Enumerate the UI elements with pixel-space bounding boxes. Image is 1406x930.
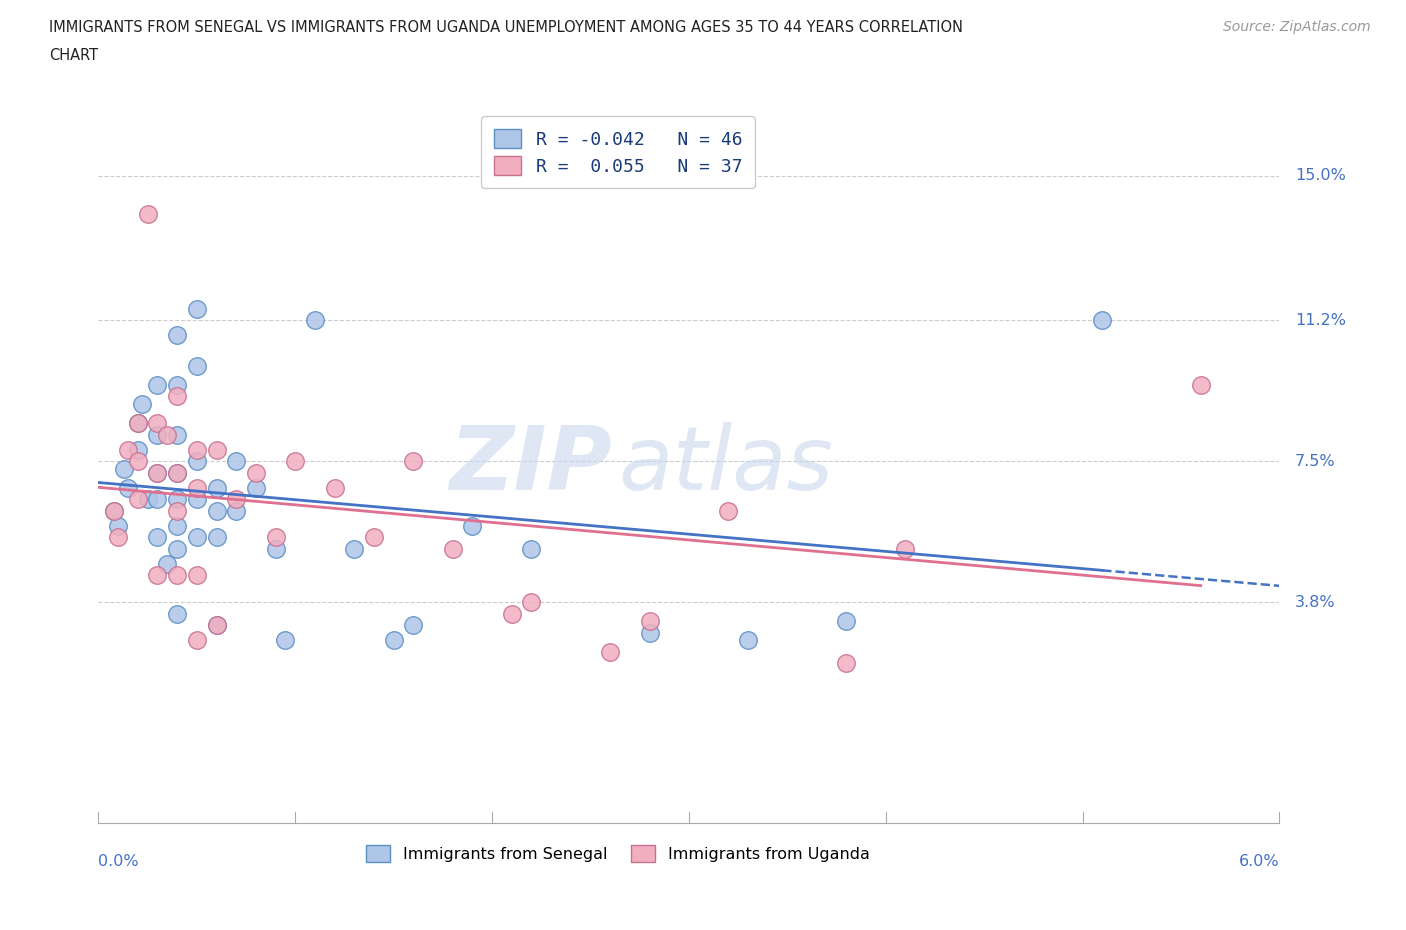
Point (146, 416, 169, 431)
Point (156, 427, 179, 442)
Point (146, 568, 169, 583)
Text: 7.5%: 7.5% (1295, 454, 1336, 469)
Point (274, 632, 297, 647)
Point (186, 443, 208, 458)
Point (225, 503, 247, 518)
Point (717, 503, 740, 518)
Point (166, 328, 188, 343)
Point (835, 614, 858, 629)
Point (402, 618, 425, 632)
Point (186, 481, 208, 496)
Point (166, 568, 188, 583)
Point (264, 530, 287, 545)
Point (166, 465, 188, 480)
Point (186, 530, 208, 545)
Point (166, 427, 188, 442)
Point (205, 481, 228, 496)
Point (166, 541, 188, 556)
Point (156, 556, 179, 571)
Point (166, 519, 188, 534)
Text: 0.0%: 0.0% (98, 854, 139, 869)
Point (186, 568, 208, 583)
Point (127, 416, 149, 431)
Point (146, 530, 169, 545)
Point (1091, 312, 1114, 327)
Point (245, 465, 267, 480)
Text: 6.0%: 6.0% (1239, 854, 1279, 869)
Point (501, 606, 523, 621)
Point (186, 301, 208, 316)
Point (131, 396, 153, 411)
Point (117, 443, 139, 458)
Point (186, 359, 208, 374)
Point (520, 541, 543, 556)
Point (146, 427, 169, 442)
Point (520, 594, 543, 609)
Point (127, 443, 149, 458)
Point (205, 530, 228, 545)
Point (146, 492, 169, 507)
Point (146, 378, 169, 392)
Point (304, 312, 326, 327)
Point (461, 519, 484, 534)
Point (205, 618, 228, 632)
Point (112, 461, 135, 476)
Text: IMMIGRANTS FROM SENEGAL VS IMMIGRANTS FROM UGANDA UNEMPLOYMENT AMONG AGES 35 TO : IMMIGRANTS FROM SENEGAL VS IMMIGRANTS FR… (49, 20, 963, 35)
Point (245, 481, 267, 496)
Text: ZIP: ZIP (450, 421, 612, 509)
Point (441, 541, 464, 556)
Text: Source: ZipAtlas.com: Source: ZipAtlas.com (1223, 20, 1371, 34)
Point (166, 389, 188, 404)
Point (166, 378, 188, 392)
Point (117, 481, 139, 496)
Point (136, 206, 159, 221)
Text: atlas: atlas (619, 422, 832, 508)
Point (166, 503, 188, 518)
Text: 15.0%: 15.0% (1295, 168, 1346, 183)
Legend: Immigrants from Senegal, Immigrants from Uganda: Immigrants from Senegal, Immigrants from… (360, 839, 876, 869)
Point (363, 530, 385, 545)
Point (225, 454, 247, 469)
Text: 3.8%: 3.8% (1295, 594, 1336, 610)
Point (1189, 378, 1212, 392)
Point (136, 492, 159, 507)
Point (894, 541, 917, 556)
Point (166, 492, 188, 507)
Text: CHART: CHART (49, 48, 98, 63)
Point (186, 632, 208, 647)
Point (146, 465, 169, 480)
Point (382, 632, 405, 647)
Point (107, 530, 129, 545)
Point (127, 492, 149, 507)
Point (127, 416, 149, 431)
Point (146, 465, 169, 480)
Point (186, 454, 208, 469)
Point (103, 503, 125, 518)
Point (166, 465, 188, 480)
Point (205, 443, 228, 458)
Point (205, 618, 228, 632)
Point (205, 503, 228, 518)
Point (343, 541, 366, 556)
Point (835, 656, 858, 671)
Point (225, 492, 247, 507)
Point (103, 503, 125, 518)
Point (284, 454, 307, 469)
Point (737, 632, 759, 647)
Point (127, 454, 149, 469)
Point (166, 606, 188, 621)
Point (264, 541, 287, 556)
Point (638, 625, 661, 640)
Point (402, 454, 425, 469)
Text: 11.2%: 11.2% (1295, 312, 1346, 327)
Point (638, 614, 661, 629)
Point (599, 644, 621, 659)
Point (186, 492, 208, 507)
Point (323, 481, 346, 496)
Point (107, 519, 129, 534)
